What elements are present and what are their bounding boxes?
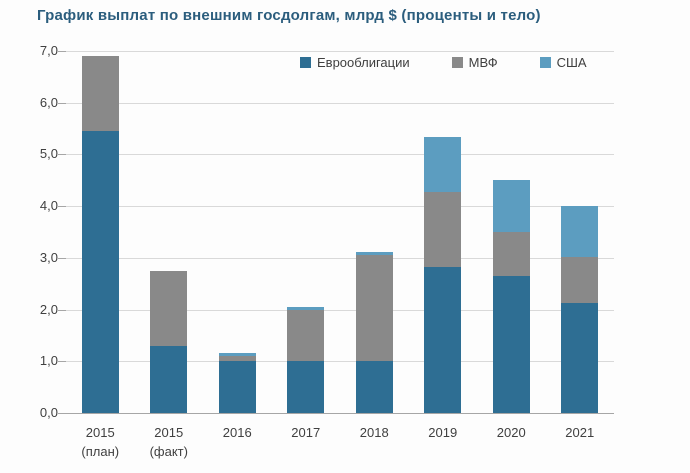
y-axis-label: 1,0 [39, 353, 58, 369]
x-axis-label: 2017 [272, 423, 340, 442]
bar-segment-usa[interactable] [355, 252, 393, 256]
legend-swatch-usa [539, 57, 551, 68]
x-axis-line [66, 413, 614, 414]
bar-2015-plan[interactable] [81, 56, 119, 413]
chart-title: График выплат по внешним госдолгам, млрд… [37, 7, 541, 24]
x-axis-label-year: 2015 [154, 425, 184, 440]
bar-segment-eurobonds[interactable] [150, 345, 188, 413]
y-axis-tick [58, 257, 66, 259]
legend-label-usa: США [556, 55, 587, 70]
y-axis-label: 5,0 [39, 146, 58, 162]
y-axis-label: 2,0 [39, 301, 58, 317]
bar-segment-eurobonds[interactable] [561, 302, 599, 413]
legend-item-imf: МВФ [451, 55, 498, 70]
x-axis-label-year: 2019 [428, 425, 458, 440]
bar-2016[interactable] [218, 352, 256, 413]
bar-segment-eurobonds[interactable] [492, 275, 530, 413]
gridline [66, 309, 614, 311]
x-axis-label: 2021 [546, 423, 614, 442]
bar-segment-usa[interactable] [492, 180, 530, 233]
y-axis-label: 7,0 [39, 43, 58, 58]
gridline [66, 51, 614, 52]
bar-segment-imf[interactable] [424, 191, 462, 268]
y-axis-tick [58, 206, 66, 208]
bar-segment-imf[interactable] [287, 309, 325, 362]
x-axis-label-note: (план) [81, 444, 120, 459]
y-axis-tick [58, 413, 66, 414]
legend-swatch-imf [451, 57, 463, 68]
y-axis-label: 0,0 [39, 405, 58, 420]
bar-segment-imf[interactable] [150, 270, 188, 346]
x-axis-label-year: 2020 [496, 425, 526, 440]
bar-2017[interactable] [287, 307, 325, 413]
legend: Еврооблигации МВФ США [300, 55, 587, 70]
bar-segment-imf[interactable] [355, 255, 393, 362]
bar-2020[interactable] [492, 180, 530, 413]
bar-segment-usa[interactable] [424, 137, 462, 192]
x-axis-label: 2019 [409, 423, 477, 442]
legend-label-eurobonds: Еврооблигации [317, 55, 410, 70]
legend-item-usa: США [539, 55, 587, 70]
x-axis-label-year: 2016 [222, 425, 252, 440]
bar-segment-imf[interactable] [561, 257, 599, 303]
x-axis-label: 2015 (план) [66, 423, 134, 461]
bar-segment-usa[interactable] [287, 307, 325, 310]
bar-segment-eurobonds[interactable] [287, 361, 325, 413]
y-axis-label: 6,0 [39, 94, 58, 110]
bar-2019[interactable] [424, 137, 462, 413]
y-axis-label: 4,0 [39, 198, 58, 214]
y-axis-label: 3,0 [39, 249, 58, 265]
y-axis-tick [58, 51, 66, 52]
plot-area: 0,0 1,0 2,0 3,0 4,0 5,0 6,0 7,0 Еврооблигации МВ… [40, 43, 614, 459]
bar-2015-fact[interactable] [150, 270, 188, 413]
x-axis-label-year: 2021 [565, 425, 595, 440]
bar-segment-imf[interactable] [218, 356, 256, 362]
bar-segment-usa[interactable] [561, 205, 599, 258]
bar-segment-eurobonds[interactable] [81, 131, 119, 413]
y-axis-tick [58, 309, 66, 311]
gridline [66, 206, 614, 208]
x-axis-label: 2020 [477, 423, 545, 442]
y-axis-tick [58, 361, 66, 363]
gridline [66, 361, 614, 363]
bar-segment-eurobonds[interactable] [218, 361, 256, 413]
x-axis-label: 2015 (факт) [135, 423, 203, 461]
bar-segment-eurobonds[interactable] [424, 267, 462, 413]
bar-segment-eurobonds[interactable] [355, 361, 393, 413]
x-axis-label: 2016 [203, 423, 271, 442]
legend-swatch-eurobonds [300, 57, 311, 68]
legend-item-eurobonds: Еврооблигации [300, 55, 410, 70]
x-axis-label-note: (факт) [149, 444, 188, 459]
bar-segment-imf[interactable] [492, 232, 530, 276]
x-axis-label-year: 2015 [85, 425, 115, 440]
bar-segment-usa[interactable] [218, 352, 256, 357]
legend-label-imf: МВФ [468, 55, 498, 70]
bar-2021[interactable] [561, 205, 599, 413]
x-axis-label: 2018 [340, 423, 408, 442]
x-axis-label-year: 2018 [359, 425, 389, 440]
gridline [66, 154, 614, 156]
bar-2018[interactable] [355, 252, 393, 413]
gridline [66, 102, 614, 104]
bar-segment-imf[interactable] [81, 56, 119, 132]
y-axis-tick [58, 154, 66, 156]
x-axis-label-year: 2017 [291, 425, 321, 440]
gridline [66, 257, 614, 259]
y-axis-tick [58, 102, 66, 104]
